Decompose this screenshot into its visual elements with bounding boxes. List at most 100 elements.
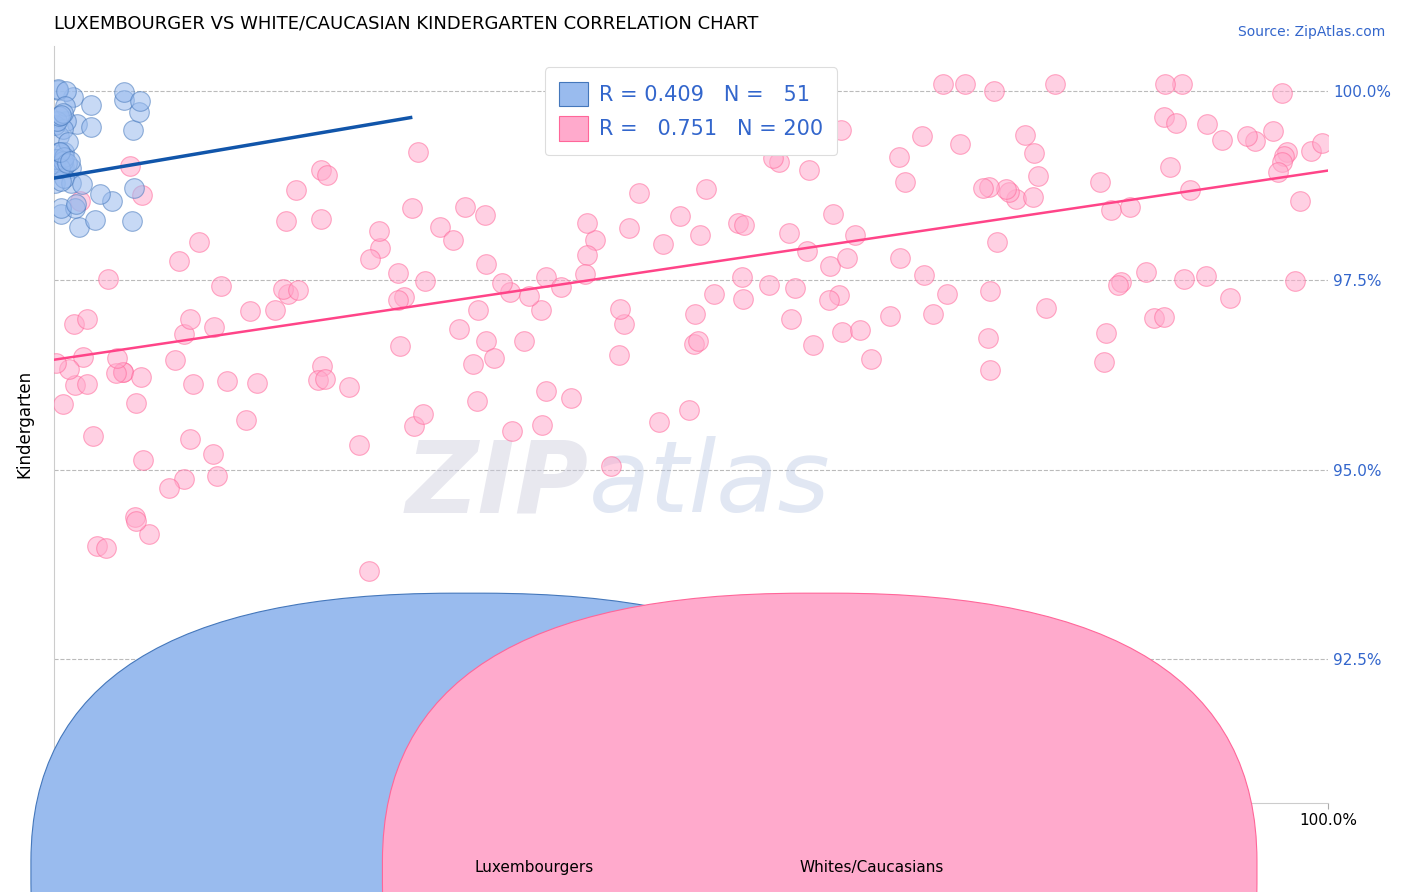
Point xyxy=(79,98,101,112)
Point xyxy=(645,78,668,92)
Point xyxy=(179,432,201,446)
Point xyxy=(461,357,484,371)
Point xyxy=(207,468,229,483)
Point xyxy=(778,227,800,241)
Point xyxy=(121,123,143,137)
Text: ZIP: ZIP xyxy=(406,436,589,533)
Point xyxy=(105,366,128,380)
Point xyxy=(45,153,67,167)
Point xyxy=(44,154,66,169)
Point xyxy=(501,424,523,438)
Point xyxy=(796,244,818,259)
Point xyxy=(179,312,201,326)
Point xyxy=(401,201,423,215)
Point xyxy=(1153,310,1175,325)
Text: Whites/Caucasians: Whites/Caucasians xyxy=(800,861,943,875)
Point xyxy=(648,416,671,430)
Point xyxy=(51,207,73,221)
Point xyxy=(55,84,77,98)
Point xyxy=(59,154,82,169)
Point xyxy=(887,150,910,164)
Point xyxy=(534,270,557,285)
Point xyxy=(1236,129,1258,144)
Point xyxy=(498,285,520,299)
Point xyxy=(879,309,901,323)
Point xyxy=(1035,301,1057,316)
Point xyxy=(607,348,630,362)
Point xyxy=(513,334,536,348)
Point xyxy=(575,216,598,230)
Point xyxy=(58,362,80,376)
Point xyxy=(45,356,67,370)
Point xyxy=(449,322,471,336)
Point xyxy=(731,269,754,284)
Point xyxy=(49,201,72,215)
Point xyxy=(429,219,451,234)
Text: Luxembourgers: Luxembourgers xyxy=(475,861,593,875)
Point xyxy=(94,541,117,555)
Point xyxy=(465,394,488,409)
Point xyxy=(48,161,70,175)
Point xyxy=(517,289,540,303)
Point xyxy=(797,162,820,177)
Point xyxy=(368,241,391,255)
Point xyxy=(599,458,621,473)
Point xyxy=(652,77,675,91)
Point xyxy=(1092,355,1115,369)
Point xyxy=(118,159,141,173)
Point xyxy=(76,312,98,326)
Point xyxy=(52,153,75,168)
Point xyxy=(1284,274,1306,288)
Text: Source: ZipAtlas.com: Source: ZipAtlas.com xyxy=(1237,25,1385,39)
Point xyxy=(482,351,505,365)
Point xyxy=(831,325,853,339)
Point xyxy=(129,95,152,109)
Point xyxy=(56,156,79,170)
Point xyxy=(612,116,634,130)
Point xyxy=(1143,311,1166,326)
Point xyxy=(413,274,436,288)
Point xyxy=(181,377,204,392)
Point xyxy=(101,194,124,209)
Point xyxy=(53,151,76,165)
Point xyxy=(627,186,650,200)
Point xyxy=(112,366,135,380)
Point xyxy=(613,318,636,332)
Point xyxy=(66,117,89,131)
Point xyxy=(576,248,599,262)
Point xyxy=(761,151,783,165)
Point xyxy=(53,160,76,174)
Point xyxy=(1153,111,1175,125)
Point xyxy=(912,268,935,282)
Point xyxy=(271,282,294,296)
Point xyxy=(1166,116,1188,130)
Point xyxy=(550,280,572,294)
Point xyxy=(309,163,332,178)
Point xyxy=(52,170,75,185)
Point xyxy=(534,384,557,399)
Point xyxy=(309,211,332,226)
Point xyxy=(818,293,841,308)
Point xyxy=(911,128,934,143)
Point xyxy=(475,257,498,271)
Point xyxy=(63,378,86,392)
Point xyxy=(683,307,706,321)
Point xyxy=(112,93,135,107)
Text: LUXEMBOURGER VS WHITE/CAUCASIAN KINDERGARTEN CORRELATION CHART: LUXEMBOURGER VS WHITE/CAUCASIAN KINDERGA… xyxy=(53,15,758,33)
Point xyxy=(688,334,710,348)
Point xyxy=(287,283,309,297)
Point xyxy=(314,372,336,386)
Text: atlas: atlas xyxy=(589,436,831,533)
Point xyxy=(783,281,806,295)
Point xyxy=(79,120,101,135)
Point xyxy=(368,224,391,238)
Point xyxy=(530,303,553,318)
Point xyxy=(112,85,135,99)
Point xyxy=(1271,155,1294,169)
Point xyxy=(53,145,76,160)
Point xyxy=(52,122,75,136)
Point xyxy=(983,85,1005,99)
Point xyxy=(246,376,269,391)
Point xyxy=(129,370,152,384)
Point xyxy=(83,212,105,227)
